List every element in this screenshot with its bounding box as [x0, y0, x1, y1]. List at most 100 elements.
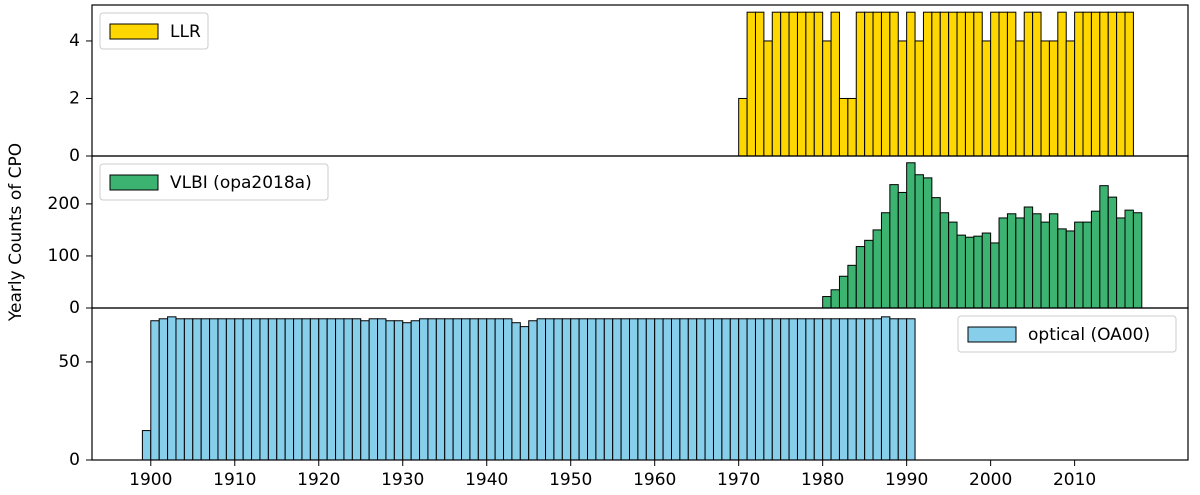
bar	[528, 320, 538, 461]
bar	[746, 318, 756, 461]
bar	[864, 318, 874, 461]
bar	[519, 326, 530, 461]
bar	[1006, 213, 1017, 309]
y-tick-label: 0	[69, 298, 80, 318]
bar	[587, 318, 597, 461]
bar	[343, 318, 353, 461]
bar	[553, 318, 563, 461]
bar	[906, 162, 916, 309]
bar	[1124, 209, 1134, 309]
x-tick-label: 1930	[381, 470, 424, 490]
bar	[780, 11, 790, 157]
bar	[906, 318, 916, 461]
bar	[796, 318, 807, 461]
bar	[738, 318, 748, 461]
x-tick-label: 1940	[465, 470, 508, 490]
x-tick-label: 2000	[969, 470, 1012, 490]
bar	[234, 318, 244, 461]
bar	[654, 318, 664, 461]
bar	[267, 318, 278, 461]
bar	[368, 318, 379, 461]
bar	[1099, 11, 1109, 157]
bar	[637, 318, 647, 461]
bar	[259, 318, 269, 461]
bar	[1057, 11, 1067, 157]
bar	[855, 11, 866, 157]
bar	[419, 318, 429, 461]
bar	[906, 11, 916, 157]
bar	[629, 318, 639, 461]
bar	[1107, 196, 1118, 309]
bar	[561, 318, 572, 461]
bar	[897, 40, 908, 157]
bar	[939, 11, 950, 157]
bar	[914, 40, 924, 157]
legend-label: LLR	[170, 22, 201, 42]
bar	[922, 11, 933, 157]
legend-swatch	[967, 326, 1017, 343]
bar	[805, 318, 815, 461]
bar	[780, 318, 790, 461]
bar	[763, 40, 773, 157]
bar	[813, 318, 824, 461]
bar	[964, 236, 975, 309]
bar	[889, 318, 899, 461]
bar	[1074, 11, 1084, 157]
bar	[1023, 11, 1034, 157]
bar	[385, 320, 395, 461]
bar	[939, 212, 950, 309]
legend-swatch	[109, 23, 159, 40]
bar	[603, 318, 614, 461]
bar	[687, 318, 698, 461]
bar	[183, 318, 194, 461]
bar	[956, 234, 966, 309]
bar	[880, 11, 891, 157]
bar	[435, 318, 446, 461]
bar	[864, 11, 874, 157]
bar	[578, 318, 589, 461]
bar	[872, 229, 882, 309]
bar	[964, 11, 975, 157]
bar	[1048, 40, 1059, 157]
bar	[880, 316, 891, 461]
bar	[427, 318, 437, 461]
bar	[1065, 230, 1076, 309]
y-tick-label: 200	[48, 194, 80, 214]
bar	[1124, 11, 1134, 157]
bar	[838, 318, 849, 461]
y-axis-label: Yearly Counts of CPO	[6, 143, 26, 322]
axes-frame	[91, 307, 1189, 461]
bar	[990, 242, 1000, 309]
y-tick-label: 50	[58, 352, 80, 372]
bar	[855, 246, 866, 309]
bar	[830, 11, 840, 157]
legend-label: VLBI (opa2018a)	[170, 173, 312, 193]
y-tick-label: 2	[69, 88, 80, 108]
bar	[511, 322, 521, 461]
bar	[788, 318, 798, 461]
bar	[847, 97, 857, 157]
bar	[746, 11, 756, 157]
bar	[645, 318, 656, 461]
bar	[721, 318, 731, 461]
bar	[1032, 11, 1042, 157]
bar	[712, 318, 723, 461]
bar	[545, 318, 555, 461]
legend-swatch	[109, 174, 159, 191]
bar	[1040, 40, 1050, 157]
bar	[1132, 212, 1143, 309]
bar	[612, 318, 622, 461]
bar	[738, 97, 748, 157]
legend-label: optical (OA00)	[1028, 325, 1150, 345]
bar	[981, 232, 992, 309]
bar	[444, 318, 454, 461]
bar	[948, 11, 958, 157]
bar	[209, 318, 219, 461]
bar	[855, 318, 866, 461]
bar	[1040, 221, 1050, 309]
bar	[830, 318, 840, 461]
bar	[1065, 40, 1076, 157]
bar	[1107, 11, 1118, 157]
bar	[1023, 206, 1034, 309]
